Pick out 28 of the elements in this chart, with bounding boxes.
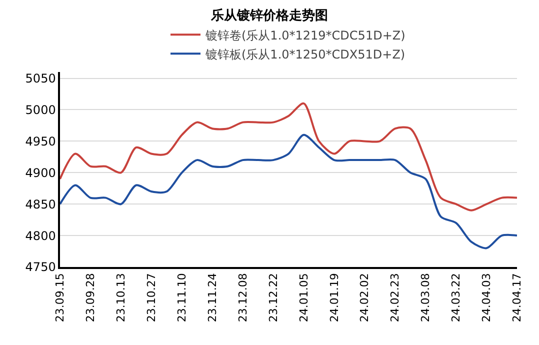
legend-label: 镀锌板(乐从1.0*1250*CDX51D+Z) [204, 47, 406, 62]
x-tick-label: 23.11.10 [175, 273, 188, 322]
x-tick-label: 24.01.19 [328, 273, 341, 322]
x-tick-label: 24.04.17 [510, 273, 524, 322]
x-tick-label: 23.09.28 [84, 273, 98, 322]
x-tick-label: 24.01.05 [297, 273, 310, 322]
line-series [60, 134, 517, 250]
y-tick-label: 4850 [25, 197, 56, 212]
y-tick-label: 4750 [25, 260, 56, 274]
x-tick-label: 24.02.23 [388, 273, 402, 322]
x-tick-label: 23.09.15 [54, 273, 67, 322]
x-tick-label: 23.11.24 [206, 273, 219, 322]
y-tick-label: 5050 [25, 71, 56, 86]
x-tick-label: 23.12.22 [266, 273, 280, 322]
x-tick-label: 23.10.27 [144, 273, 158, 322]
chart-title: 乐从镀锌价格走势图 [210, 7, 328, 24]
x-tick-label: 23.10.13 [114, 273, 128, 322]
x-tick-label: 24.03.22 [450, 273, 463, 322]
line-series [60, 102, 517, 212]
y-tick-label: 4800 [25, 228, 56, 243]
x-tick-label: 24.04.03 [480, 273, 494, 322]
x-tick-label: 23.12.08 [236, 273, 250, 322]
x-tick-label: 24.02.02 [358, 273, 372, 322]
y-tick-label: 4950 [25, 134, 56, 148]
y-tick-label: 5000 [25, 102, 56, 117]
y-tick-label: 4900 [25, 166, 56, 180]
legend-label: 镀锌卷(乐从1.0*1219*CDC51D+Z) [204, 28, 406, 42]
x-tick-label: 24.03.08 [419, 273, 432, 322]
